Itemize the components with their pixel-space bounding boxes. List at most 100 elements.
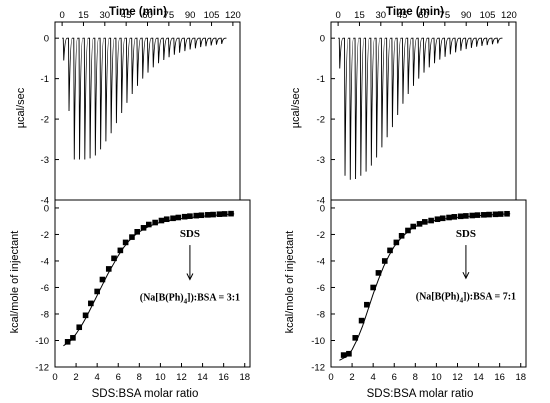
top-y-tick-label-left-2: -2 [41, 115, 49, 126]
top-x-tick-label-right-0: 0 [335, 10, 340, 21]
bottom-x-tick-label-left-8: 16 [218, 372, 229, 383]
data-point-left-9 [117, 247, 124, 254]
annotation-label-left: (Na[B(Ph)4]):BSA = 3:1 [140, 293, 240, 306]
annotation-title-right: SDS [456, 228, 476, 240]
top-x-tick-label-right-3: 45 [397, 10, 408, 21]
top-x-tick-label-left-8: 120 [225, 10, 241, 21]
data-point-right-2 [352, 335, 359, 341]
data-point-right-7 [381, 258, 388, 264]
top-x-tick-label-left-0: 0 [59, 10, 64, 21]
data-point-left-8 [111, 255, 117, 262]
top-x-tick-label-right-7: 105 [480, 10, 496, 21]
data-point-left-0 [64, 339, 71, 345]
bottom-x-tick-label-right-6: 12 [452, 372, 463, 383]
top-x-tick-label-right-8: 120 [501, 10, 517, 21]
bottom-plot-frame-left [54, 199, 251, 368]
bottom-y-tick-label-left-6: -12 [35, 363, 49, 374]
bottom-x-tick-label-left-6: 12 [176, 372, 187, 383]
top-y-tick-label-right-4: -4 [317, 196, 325, 207]
annotation-label-sub-left: 4 [184, 298, 188, 306]
data-point-right-10 [398, 232, 405, 239]
data-point-right-26 [492, 211, 499, 218]
data-point-right-25 [486, 211, 492, 218]
data-point-right-5 [370, 284, 376, 291]
data-point-left-14 [146, 221, 152, 228]
bottom-y-tick-label-right-6: -12 [311, 363, 325, 374]
data-point-right-27 [497, 211, 504, 217]
bottom-x-tick-label-left-7: 14 [197, 372, 208, 383]
top-x-tick-label-right-5: 75 [440, 10, 451, 21]
data-point-left-25 [210, 211, 216, 218]
data-point-left-17 [163, 216, 170, 223]
itc-panel-left: Time (min) µcal/sec kcal/mole of injecta… [9, 6, 251, 400]
top-x-tick-label-right-2: 30 [376, 10, 387, 21]
data-point-right-28 [504, 210, 510, 217]
data-point-right-12 [410, 223, 417, 230]
bottom-ylabel-left: kcal/mole of injectant [9, 231, 21, 334]
thermogram-trace-right [338, 37, 503, 180]
bottom-y-tick-label-right-5: -10 [311, 336, 325, 347]
top-x-tick-label-left-6: 90 [185, 10, 196, 21]
bottom-x-tick-label-right-9: 18 [515, 372, 526, 383]
bottom-plot-frame-right [330, 199, 527, 368]
top-x-tick-label-left-1: 15 [78, 10, 89, 21]
data-point-left-2 [76, 324, 83, 331]
top-y-tick-label-left-3: -3 [41, 155, 49, 166]
top-y-tick-label-left-1: -1 [41, 74, 49, 85]
data-point-right-22 [469, 212, 476, 219]
bottom-x-tick-label-right-0: 0 [328, 372, 333, 383]
annotation-label-end-left: ]):BSA = 3:1 [187, 293, 240, 304]
top-ylabel-left: µcal/sec [15, 87, 27, 128]
bottom-x-tick-label-left-9: 18 [239, 372, 250, 383]
data-point-right-11 [405, 227, 411, 234]
annotation-title-left: SDS [180, 228, 200, 240]
data-point-left-28 [228, 210, 234, 217]
top-ylabel-right: µcal/sec [290, 87, 302, 128]
data-point-left-1 [70, 335, 76, 341]
bottom-xlabel-left: SDS:BSA molar ratio [92, 388, 199, 400]
data-point-left-22 [193, 212, 200, 219]
bottom-y-tick-label-left-1: -2 [41, 230, 49, 241]
itc-panel-right: Time (min) µcal/sec kcal/mole of injecta… [284, 6, 527, 400]
bottom-y-tick-label-right-1: -2 [317, 230, 325, 241]
top-y-tick-label-right-0: 0 [320, 34, 325, 45]
bottom-ylabel-right: kcal/mole of injectant [284, 231, 296, 334]
bottom-x-tick-label-right-4: 8 [413, 372, 418, 383]
data-point-left-23 [198, 212, 205, 219]
data-point-left-11 [129, 234, 135, 240]
data-point-right-23 [474, 212, 481, 218]
bottom-x-tick-label-right-3: 6 [392, 372, 397, 383]
bottom-x-tick-label-right-1: 2 [349, 372, 354, 383]
bottom-y-tick-label-right-0: 0 [320, 203, 325, 214]
data-point-right-0 [340, 352, 347, 358]
data-point-right-24 [481, 212, 487, 218]
bottom-y-tick-label-left-4: -8 [41, 309, 49, 320]
top-x-tick-label-left-2: 30 [100, 10, 111, 21]
data-point-right-3 [358, 317, 365, 324]
data-point-right-21 [463, 213, 469, 219]
data-point-right-16 [434, 216, 441, 223]
data-point-left-24 [205, 212, 211, 218]
annotation-label-main-right: (Na[B(Ph) [416, 291, 460, 302]
top-title-left: Time (min) [109, 6, 167, 18]
top-x-tick-label-right-4: 60 [418, 10, 429, 21]
data-point-right-8 [387, 247, 393, 254]
bottom-x-tick-label-left-0: 0 [52, 372, 57, 383]
data-point-right-15 [428, 217, 434, 224]
bottom-x-tick-label-right-2: 4 [371, 372, 376, 383]
bottom-xlabel-right: SDS:BSA molar ratio [367, 388, 474, 400]
top-x-tick-label-left-5: 75 [164, 10, 175, 21]
data-point-left-3 [82, 312, 89, 319]
fit-curve-left [63, 213, 235, 347]
bottom-x-tick-label-right-8: 16 [494, 372, 505, 383]
data-point-right-4 [364, 301, 370, 308]
bottom-y-tick-label-right-4: -8 [317, 309, 325, 320]
data-point-left-5 [94, 288, 100, 295]
data-point-right-18 [446, 214, 452, 221]
thermogram-trace-left [62, 37, 227, 160]
data-point-left-6 [99, 276, 106, 283]
bottom-y-tick-label-left-3: -6 [41, 283, 49, 294]
bottom-x-tick-label-left-1: 2 [73, 372, 78, 383]
annotation-arrow-head-right [462, 271, 470, 280]
